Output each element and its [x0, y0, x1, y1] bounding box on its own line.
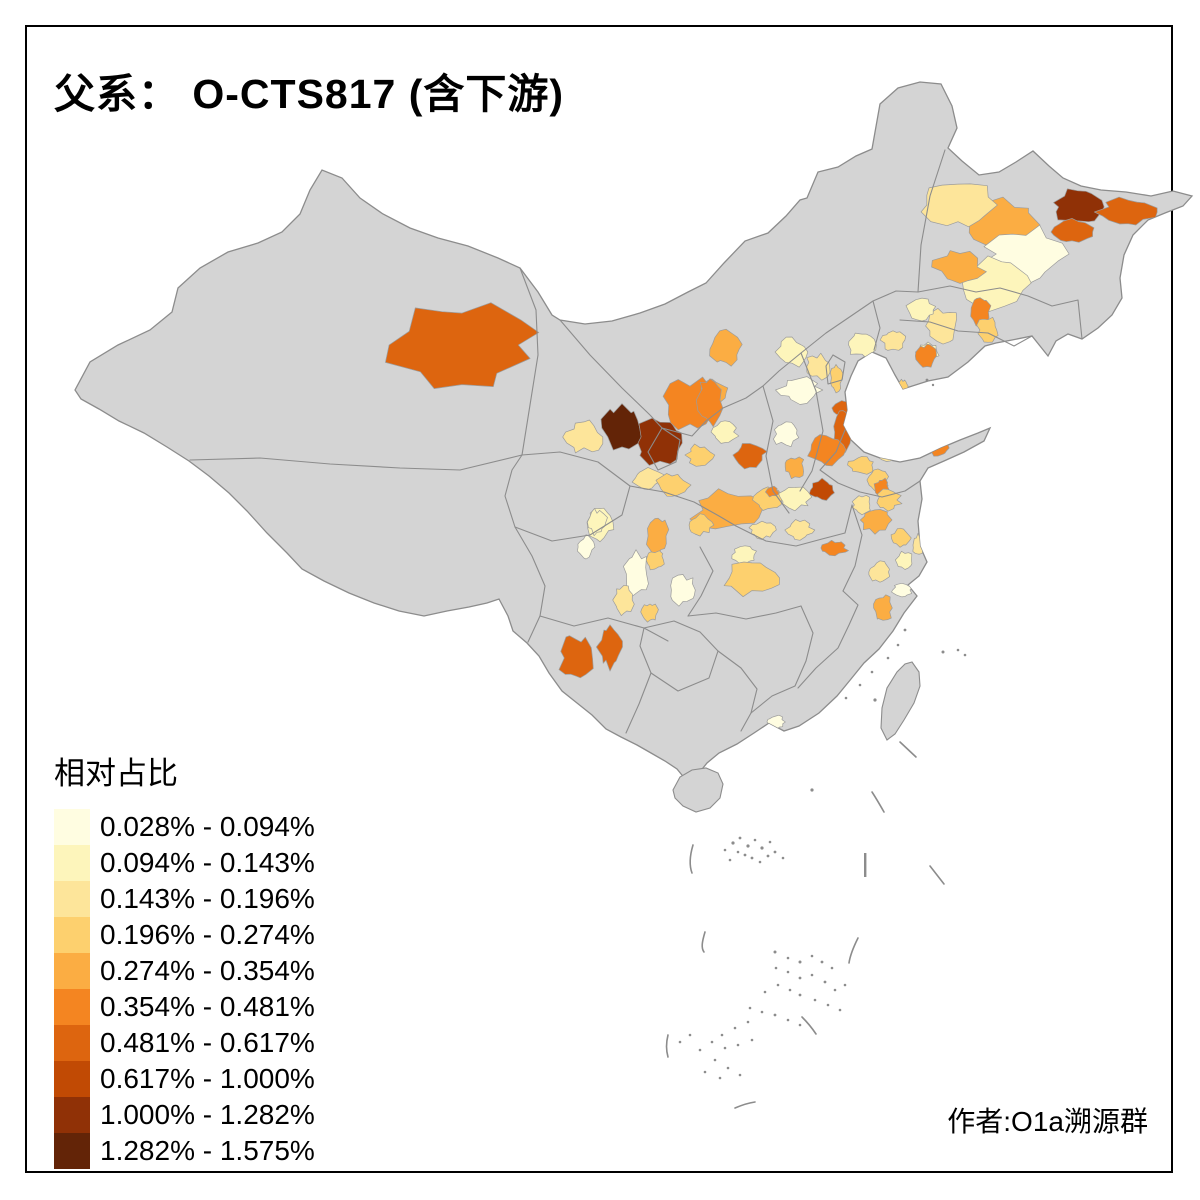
prefecture-region: [859, 509, 893, 535]
legend-label: 0.028% - 0.094%: [100, 811, 315, 842]
legend-class-1: 0.028% - 0.094%: [54, 809, 315, 845]
prefecture-region: [587, 508, 608, 537]
prefecture-region: [1094, 196, 1158, 226]
prefecture-region: [894, 550, 913, 570]
legend-label: 0.143% - 0.196%: [100, 883, 315, 914]
legend-class-3: 0.143% - 0.196%: [54, 881, 315, 917]
prefecture-region: [784, 519, 816, 541]
prefecture-region: [596, 624, 623, 672]
prefecture-region: [775, 376, 824, 405]
legend-label: 0.354% - 0.481%: [100, 991, 315, 1022]
prefecture-region: [670, 574, 696, 607]
prefecture-region: [732, 443, 768, 470]
legend-class-7: 0.481% - 0.617%: [54, 1025, 315, 1061]
prefecture-region: [709, 328, 743, 367]
legend-swatch: [54, 1061, 90, 1097]
author-credit: 作者:O1a溯源群: [947, 1106, 1148, 1137]
prefecture-region: [710, 420, 740, 444]
prefecture-region: [748, 520, 777, 540]
prefecture-region: [562, 419, 604, 454]
prefecture-region: [914, 343, 937, 368]
legend-rows: 0.028% - 0.094% 0.094% - 0.143% 0.143% - 0…: [54, 809, 315, 1169]
legend-swatch: [54, 917, 90, 953]
prefecture-region: [774, 336, 809, 368]
legend-swatch: [54, 809, 90, 845]
legend-label: 0.094% - 0.143%: [100, 847, 315, 878]
legend-swatch: [54, 845, 90, 881]
prefecture-region: [905, 297, 937, 322]
prefecture-region: [931, 250, 987, 284]
prefecture-region: [646, 517, 670, 556]
prefecture-region: [925, 308, 958, 345]
prefecture-region: [866, 421, 894, 454]
prefecture-region: [851, 494, 871, 516]
legend-class-6: 0.354% - 0.481%: [54, 989, 315, 1025]
legend-label: 0.481% - 0.617%: [100, 1027, 315, 1058]
map-title: 父系： O-CTS817 (含下游): [54, 71, 565, 117]
legend-label: 0.196% - 0.274%: [100, 919, 315, 950]
taiwan-island: [880, 661, 921, 741]
prefecture-region: [1050, 218, 1095, 243]
legend-label: 1.000% - 1.282%: [100, 1099, 315, 1130]
prefecture-region: [808, 477, 835, 501]
prefecture-region: [778, 486, 813, 512]
prefecture-region: [631, 467, 665, 490]
province-borders: [189, 149, 1083, 734]
prefecture-region: [655, 473, 692, 497]
prefecture-region: [688, 513, 715, 537]
legend-label: 0.617% - 1.000%: [100, 1063, 315, 1094]
prefecture-region: [773, 421, 800, 448]
prefecture-region: [876, 488, 903, 512]
prefecture-region: [807, 434, 847, 467]
legend-class-4: 0.196% - 0.274%: [54, 917, 315, 953]
prefecture-region: [640, 603, 659, 623]
legend-label: 1.282% - 1.575%: [100, 1135, 315, 1166]
prefecture-region: [612, 584, 635, 616]
prefecture-region: [684, 443, 716, 467]
prefecture-region: [1053, 188, 1105, 223]
prefecture-region: [891, 582, 913, 598]
legend-swatch: [54, 989, 90, 1025]
legend-class-8: 0.617% - 1.000%: [54, 1061, 315, 1097]
prefecture-region: [385, 302, 540, 389]
sea-islands: [665, 378, 967, 1109]
legend-swatch: [54, 1025, 90, 1061]
prefecture-region: [830, 364, 844, 394]
prefecture-region: [873, 594, 893, 621]
legend-class-5: 0.274% - 0.354%: [54, 953, 315, 989]
prefecture-region: [886, 406, 922, 429]
legend: 相对占比 0.028% - 0.094% 0.094% - 0.143% 0.143…: [54, 748, 315, 1169]
legend-swatch: [54, 953, 90, 989]
prefecture-region: [766, 714, 786, 730]
prefecture-region: [847, 455, 874, 475]
prefecture-region: [600, 403, 646, 451]
legend-swatch: [54, 881, 90, 917]
prefecture-region: [976, 316, 999, 343]
prefecture-region: [879, 330, 907, 351]
prefecture-region: [890, 527, 912, 548]
prefecture-region: [784, 456, 805, 480]
legend-label: 0.274% - 0.354%: [100, 955, 315, 986]
prefecture-region: [920, 183, 998, 228]
hainan-island: [672, 767, 724, 813]
legend-class-2: 0.094% - 0.143%: [54, 845, 315, 881]
legend-title: 相对占比: [54, 756, 178, 791]
prefecture-region: [558, 635, 594, 679]
prefecture-region: [695, 378, 724, 428]
prefecture-regions: [385, 183, 1158, 730]
legend-swatch: [54, 1097, 90, 1133]
legend-class-10: 1.282% - 1.575%: [54, 1133, 315, 1169]
prefecture-region: [820, 539, 849, 557]
prefecture-region: [623, 549, 649, 597]
prefecture-region: [577, 534, 596, 560]
legend-class-9: 1.000% - 1.282%: [54, 1097, 315, 1133]
prefecture-region: [723, 561, 780, 598]
prefecture-region: [868, 560, 891, 583]
prefecture-region: [731, 545, 757, 564]
figure-frame: [25, 25, 1173, 1173]
legend-swatch: [54, 1133, 90, 1169]
